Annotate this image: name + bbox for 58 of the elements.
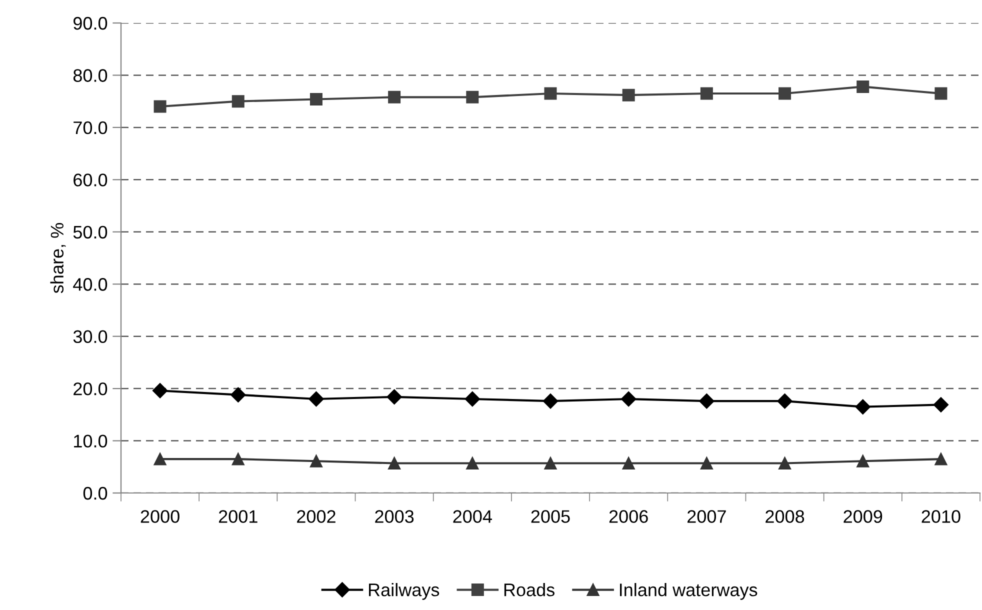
point	[934, 87, 948, 100]
y-tick-label: 0.0	[83, 486, 108, 500]
legend-label: Railways	[368, 583, 440, 600]
point	[386, 389, 402, 404]
x-tick-label: 2009	[844, 510, 882, 523]
point	[699, 394, 714, 409]
x-tick-label: 2003	[375, 510, 414, 523]
y-tick-label: 90.0	[74, 16, 108, 30]
x-tick-label: 2006	[609, 510, 648, 523]
point	[308, 391, 324, 407]
point	[388, 90, 401, 104]
legend-label: Roads	[504, 583, 554, 596]
point	[464, 391, 480, 407]
point	[778, 87, 792, 100]
x-tick-label: 2000	[140, 510, 180, 523]
point	[152, 383, 168, 398]
point	[232, 95, 244, 108]
point	[544, 87, 557, 100]
point	[621, 391, 636, 407]
y-tick-label: 30.0	[73, 330, 108, 344]
point	[856, 80, 870, 93]
x-tick-label: 2008	[766, 510, 804, 523]
point	[466, 456, 479, 470]
point	[544, 456, 557, 470]
point	[232, 452, 244, 466]
point	[700, 87, 713, 100]
x-tick-label: 2004	[453, 510, 492, 523]
point	[388, 456, 401, 470]
y-tick-label: 60.0	[74, 174, 108, 186]
point	[855, 399, 870, 414]
point	[310, 454, 322, 468]
y-axis-title: share, %	[50, 223, 66, 294]
y-tick-label: 40.0	[73, 278, 108, 291]
point	[700, 456, 713, 470]
point	[934, 452, 948, 466]
point	[542, 394, 558, 409]
y-tick-label: 80.0	[73, 69, 108, 82]
point	[466, 90, 479, 104]
point	[310, 92, 322, 106]
x-tick-label: 2001	[218, 510, 258, 523]
y-tick-label: 20.0	[74, 382, 108, 396]
y-tick-label: 70.0	[74, 121, 108, 134]
point	[778, 456, 792, 470]
y-tick-label: 50.0	[73, 226, 108, 239]
point	[856, 454, 870, 468]
x-tick-label: 2010	[922, 510, 960, 523]
x-tick-label: 2005	[531, 510, 570, 523]
point	[933, 397, 949, 412]
point	[777, 394, 792, 409]
point	[154, 100, 166, 113]
x-tick-label: 2007	[688, 510, 726, 523]
x-tick-label: 2002	[297, 510, 336, 523]
point	[622, 88, 635, 102]
point	[154, 452, 166, 466]
legend-label: Inland waterways	[620, 583, 758, 600]
point	[622, 456, 635, 470]
y-tick-label: 10.0	[74, 434, 108, 448]
point	[230, 387, 246, 402]
